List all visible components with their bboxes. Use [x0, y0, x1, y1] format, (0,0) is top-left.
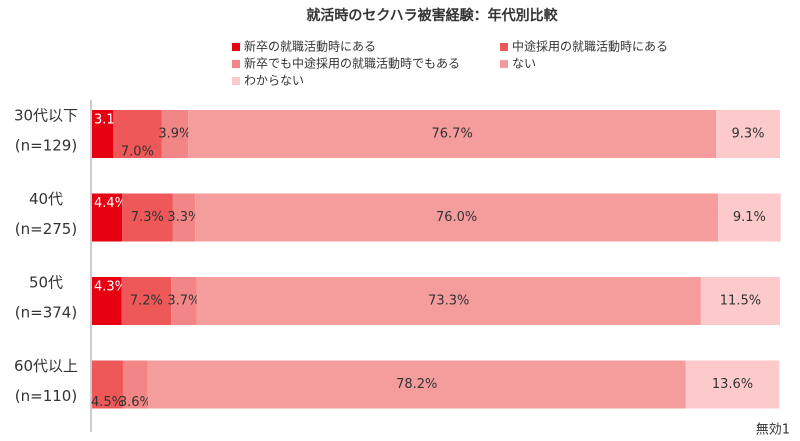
value-label: 78.2%	[396, 377, 437, 392]
value-label: 7.3%	[131, 210, 164, 225]
value-label: 9.1%	[733, 210, 766, 225]
category-sublabel: (n=275)	[15, 220, 77, 238]
category-sublabel: (n=374)	[15, 304, 77, 322]
category-sublabel: (n=129)	[15, 137, 77, 155]
bar-segment	[122, 193, 173, 242]
bar-segment	[147, 360, 686, 409]
value-label: 7.2%	[130, 294, 163, 309]
value-label: 11.5%	[720, 294, 761, 309]
note: 無効1	[756, 423, 790, 438]
value-label: 13.6%	[712, 377, 753, 392]
legend-label: 中途採用の就職活動時にある	[512, 39, 668, 54]
value-label: 76.0%	[436, 210, 477, 225]
value-label: 7.0%	[121, 145, 154, 160]
bar-segment	[92, 277, 122, 325]
bar-segment	[188, 110, 717, 158]
bar-segment	[171, 277, 197, 325]
bar-segment	[172, 193, 196, 242]
bar-segment	[196, 277, 701, 325]
bar-segment	[92, 360, 123, 409]
value-label: 3.9%	[158, 127, 191, 142]
bar-segment	[685, 360, 780, 409]
bar-segment	[716, 110, 780, 158]
bar-segment	[92, 193, 123, 242]
value-label: 3.7%	[167, 294, 200, 309]
legend-label: 新卒でも中途採用の就職活動時でもある	[244, 56, 460, 71]
chart-title: 就活時のセクハラ被害経験：年代別比較	[306, 7, 558, 24]
bar-segment	[195, 193, 719, 242]
value-label: 4.4%	[94, 196, 127, 211]
legend-swatch	[500, 60, 508, 68]
bar-segment	[92, 110, 114, 158]
legend-label: ない	[512, 57, 536, 71]
legend-swatch	[232, 60, 240, 68]
category-label: 40代	[29, 190, 63, 208]
category-label: 50代	[29, 274, 63, 292]
value-label: 73.3%	[428, 294, 469, 309]
bar-segment	[161, 110, 189, 158]
legend-swatch	[232, 77, 240, 85]
value-label: 76.7%	[432, 127, 473, 142]
category-sublabel: (n=110)	[15, 387, 77, 405]
legend-swatch	[500, 43, 508, 51]
bar-segment	[121, 277, 172, 325]
legend-swatch	[232, 43, 240, 51]
bar-segment	[113, 110, 162, 158]
value-label: 4.3%	[94, 280, 127, 295]
category-label: 60代以上	[14, 357, 78, 375]
legend-label: 新卒の就職活動時にある	[244, 39, 376, 54]
value-label: 3.6%	[119, 395, 152, 410]
category-label: 30代以下	[14, 107, 78, 125]
bar-segment	[718, 193, 781, 242]
value-label: 3.3%	[167, 210, 200, 225]
legend-label: わからない	[244, 74, 304, 88]
bar-segment	[700, 277, 780, 325]
value-label: 9.3%	[731, 127, 764, 142]
value-label: 4.5%	[91, 395, 124, 410]
bar-segment	[122, 360, 148, 409]
